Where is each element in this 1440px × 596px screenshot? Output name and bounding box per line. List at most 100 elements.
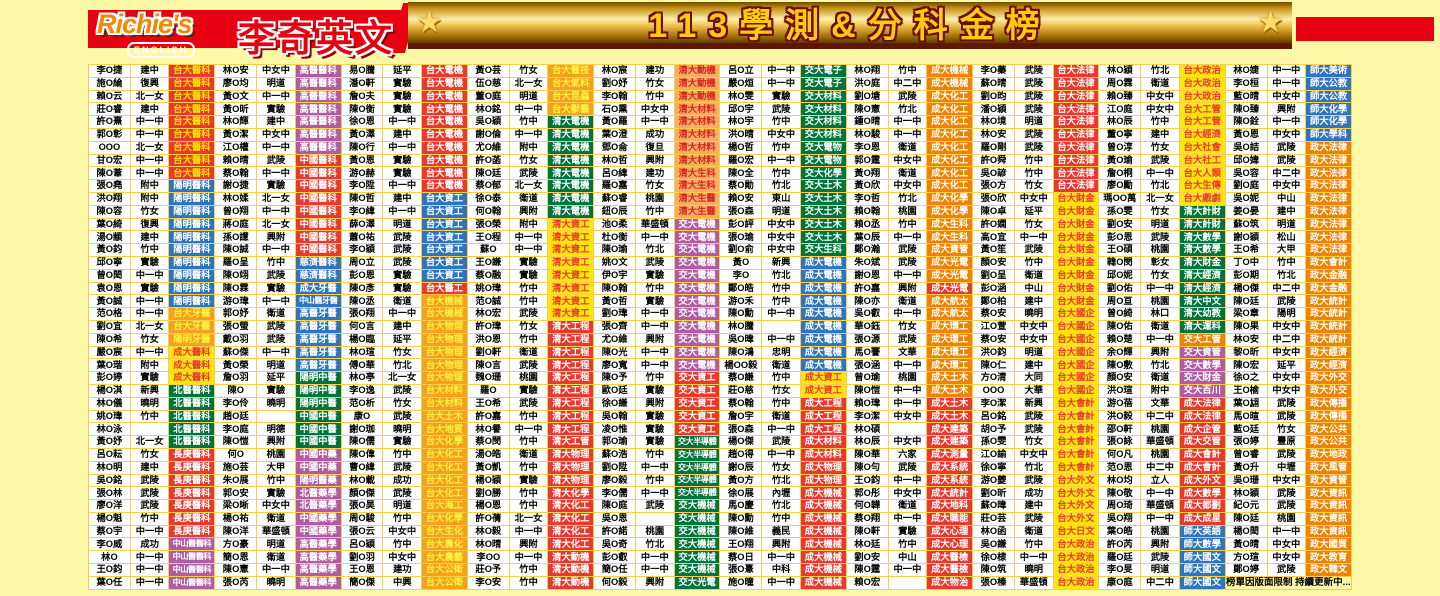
student-name: 陳O全 <box>720 167 762 180</box>
student-name: 劉O庭 <box>1225 180 1267 192</box>
department: 師大美術 <box>1306 65 1351 77</box>
student-name: 康O庭 <box>1099 576 1141 589</box>
school-name: 中女中 <box>1267 372 1306 384</box>
department: 成大地科 <box>927 500 973 512</box>
school-name: 中壢 <box>1267 461 1306 474</box>
student-name: 吳O叡 <box>846 308 888 320</box>
student-name: 傅O華 <box>341 359 383 372</box>
student-name: 黃O方 <box>720 474 762 487</box>
student-name: 謝O倫 <box>467 128 509 141</box>
student-name: 李O伶 <box>215 397 257 410</box>
department: 台大政治 <box>1179 90 1225 103</box>
department: 師大國文 <box>1179 576 1225 589</box>
student-name: 林O安 <box>1225 333 1267 346</box>
student-name: 陳O勳 <box>720 308 762 320</box>
school-name: 衛道 <box>509 448 548 461</box>
school-name: 竹中 <box>509 576 548 589</box>
student-name: 邵O軒 <box>1099 423 1141 436</box>
department: 師大數學 <box>1179 538 1225 551</box>
school-name: 竹中 <box>509 487 548 500</box>
school-name: 武陵 <box>1141 231 1179 244</box>
student-name: 丁O中 <box>1225 256 1267 269</box>
department: 成大成星 <box>1179 512 1225 525</box>
student-name: 林O廷 <box>846 538 888 551</box>
department: 交大電機 <box>674 346 720 359</box>
department: 台大醫科 <box>169 103 215 116</box>
student-name: 黃O妤 <box>89 436 130 448</box>
student-name: 顏O安 <box>1099 372 1141 384</box>
student-name: 許O諾 <box>594 525 636 538</box>
student-name: 范O格 <box>89 308 130 320</box>
department: 交大資工 <box>674 384 720 397</box>
department: 中國藥學 <box>295 512 341 525</box>
student-name: 姜O晏 <box>1225 205 1267 218</box>
school-name: 華盛頓 <box>1141 500 1179 512</box>
school-name: 明道 <box>257 538 295 551</box>
student-name: 黃O <box>720 256 762 269</box>
department: 台大資工 <box>422 218 467 231</box>
student-name: 陳O瑜 <box>594 244 636 256</box>
student-name: 張O方 <box>973 180 1014 192</box>
student-name: 張O堯 <box>89 180 130 192</box>
department: 台大社工 <box>1179 154 1225 167</box>
department: 台大國企 <box>1053 320 1099 333</box>
department: 清大數學 <box>1179 244 1225 256</box>
department: 中國中藥 <box>295 461 341 474</box>
student-name: 吳O翔 <box>1099 512 1141 525</box>
department: 成大工程 <box>800 410 846 423</box>
student-name: 彭O評 <box>720 218 762 231</box>
school-name: 實驗 <box>257 180 295 192</box>
department: 政大法律 <box>1306 167 1351 180</box>
student-name: 袁O恩 <box>89 282 130 295</box>
student-name: 張O詠 <box>1099 436 1141 448</box>
department: 台大會計 <box>1053 410 1099 423</box>
school-name: 復興 <box>130 77 169 90</box>
school-name: 建中 <box>383 192 422 205</box>
student-name: 彭O叡 <box>594 551 636 564</box>
student-name: 王O希 <box>1225 244 1267 256</box>
school-name: 竹女 <box>1014 218 1053 231</box>
school-name: 衛道 <box>888 141 927 154</box>
student-name: 劉O軒 <box>467 346 509 359</box>
student-name: 劉O昀 <box>973 90 1014 103</box>
student-name: 馬O慶 <box>720 500 762 512</box>
school-name: 中一中 <box>762 448 800 461</box>
school-name: 竹北 <box>636 538 674 551</box>
department: 成大電機 <box>800 359 846 372</box>
student-name: 張O森 <box>720 423 762 436</box>
department: 清大計財 <box>1179 205 1225 218</box>
school-name: 中二中 <box>1141 576 1179 589</box>
department: 清大工程 <box>548 397 594 410</box>
school-name: 中女中 <box>888 436 927 448</box>
student-name: 朱O展 <box>215 474 257 487</box>
student-name: 邱O寧 <box>89 256 130 269</box>
student-name: 陳O勻 <box>846 461 888 474</box>
department: 台大醫工 <box>422 282 467 295</box>
school-name: 竹中 <box>383 538 422 551</box>
school-name: 竹中 <box>636 474 674 487</box>
department: 交大資工 <box>674 410 720 423</box>
student-name: 黃O凱 <box>467 461 509 474</box>
department: 成大企管 <box>1179 423 1225 436</box>
department: 中山醫醫科 <box>169 538 215 551</box>
student-name: 孫O雯 <box>1099 205 1141 218</box>
school-name: 竹中 <box>509 116 548 128</box>
department: 交大財金 <box>1179 372 1225 384</box>
school-name: 中一中 <box>636 308 674 320</box>
student-name: 郭O霆 <box>846 154 888 167</box>
student-name: 吳O諺 <box>973 167 1014 180</box>
school-name: 附中 <box>130 192 169 205</box>
school-name: 中二中 <box>1267 282 1306 295</box>
student-name: 潘O軒 <box>341 77 383 90</box>
school-name: 竹中 <box>636 372 674 384</box>
school-name: 建中 <box>130 231 169 244</box>
student-name: 曹O緯 <box>341 461 383 474</box>
department: 成大機械 <box>800 551 846 564</box>
student-name: 陳O臻 <box>1225 103 1267 116</box>
department: 成大化學 <box>927 205 973 218</box>
student-name: 許O熹 <box>89 116 130 128</box>
student-name: 曾O睿 <box>1225 448 1267 461</box>
student-name: 姚O瑋 <box>89 410 130 423</box>
student-name: 許O芮 <box>1099 538 1141 551</box>
